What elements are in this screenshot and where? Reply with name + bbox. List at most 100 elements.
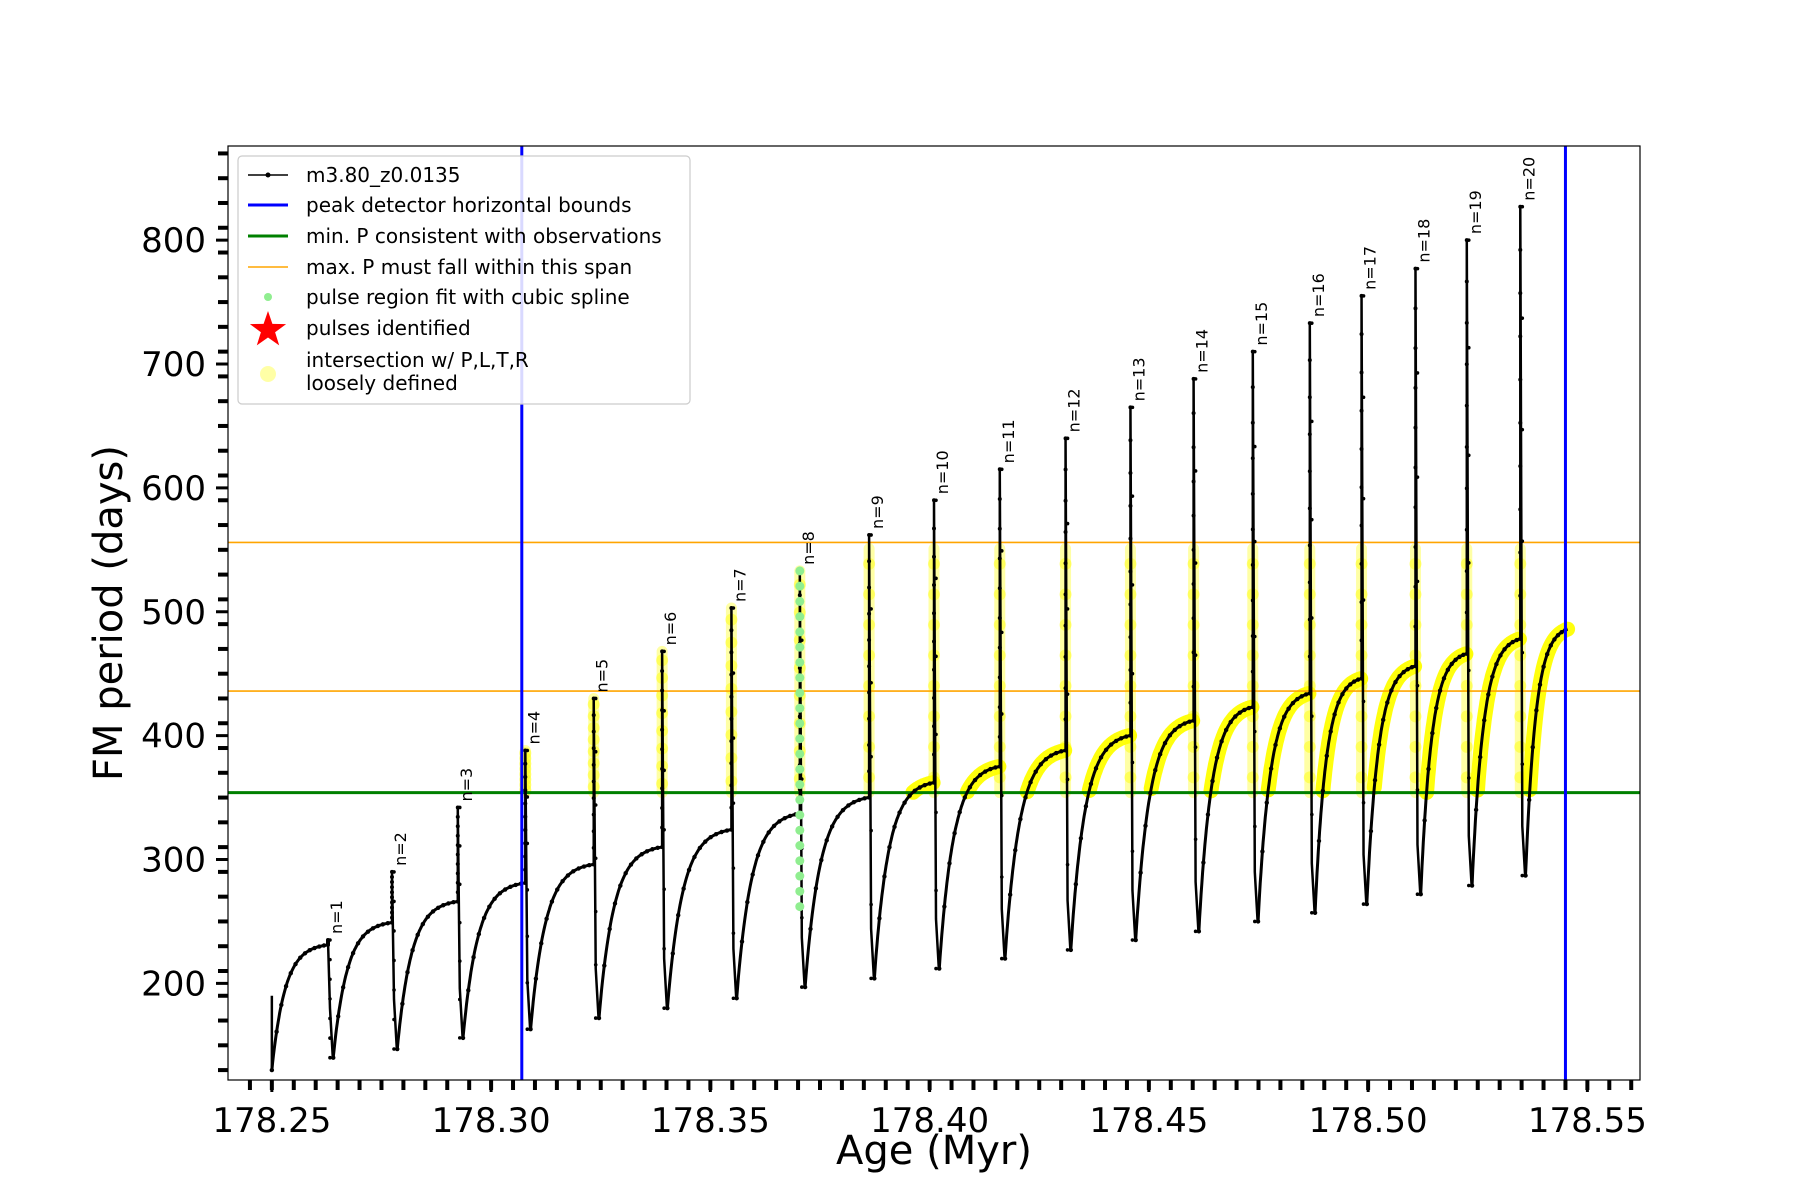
x-tick-label-6: 178.55 [1528, 1101, 1647, 1141]
pulse-point-5-3 [591, 812, 596, 817]
pulse-point-14-3 [1191, 616, 1196, 621]
track-point-6-42 [703, 839, 708, 844]
track-point-20-6 [1526, 797, 1532, 803]
pulse-drop-point-15-1 [1252, 824, 1257, 829]
pulse-point-9-5 [867, 664, 872, 669]
pulse-label-13: n=13 [1129, 357, 1148, 401]
track-point-10-60 [988, 766, 993, 772]
track-point-15-6 [1260, 849, 1265, 854]
intersection-dot-19-2 [1460, 710, 1473, 723]
track-point-3-30 [487, 904, 492, 909]
track-point-12-12 [1078, 836, 1084, 841]
pulse-drop-point-14-4 [1193, 561, 1198, 565]
pulse-drop-point-1-0 [328, 1055, 332, 1060]
pulse-point-14-8 [1191, 445, 1196, 450]
pulse-drop-point-10-6 [934, 498, 938, 503]
track-point-8-30 [829, 824, 835, 829]
pulse-drop-point-2-5 [392, 899, 396, 904]
track-point-6-12 [676, 913, 681, 918]
track-point-10-48 [977, 772, 983, 778]
track-point-7-54 [782, 816, 787, 821]
spline-point-8 [795, 780, 805, 790]
spline-point-16 [795, 657, 805, 667]
pulse-point-2-7 [390, 885, 395, 890]
track-point-11-24 [1023, 795, 1028, 800]
pulse-point-4-9 [523, 761, 528, 766]
spline-point-17 [795, 642, 805, 652]
pulse-drop-point-11-1 [999, 875, 1004, 879]
track-point-4-66 [587, 862, 592, 868]
pulse-drop-point-10-2 [934, 810, 938, 815]
track-point-17-36 [1389, 688, 1394, 693]
pulse-point-4-6 [523, 801, 528, 806]
pulse-point-12-9 [1063, 467, 1068, 472]
pulse-label-5: n=5 [593, 659, 612, 693]
pulse-drop-point-14-3 [1193, 653, 1198, 657]
pulse-label-9: n=9 [868, 495, 887, 529]
track-point-12-48 [1108, 742, 1114, 747]
track-point-18-54 [1453, 657, 1458, 662]
pulse-point-19-5 [1464, 445, 1469, 450]
track-point-9-18 [887, 845, 892, 850]
pulse-point-12-5 [1063, 592, 1068, 597]
pulse-label-19: n=19 [1466, 190, 1485, 234]
spline-point-10 [795, 749, 805, 759]
pulse-point-16-6 [1307, 469, 1312, 474]
track-point-2-18 [410, 948, 415, 953]
intersection-dot-15-0 [1246, 771, 1259, 784]
legend-label-2: peak detector horizontal bounds [306, 193, 632, 217]
pulse-point-10-5 [932, 639, 936, 644]
pulse-drop-point-18-0 [1415, 892, 1420, 896]
spline-point-18 [795, 627, 805, 637]
pulse-drop-point-19-6 [1466, 238, 1471, 242]
track-point-2-60 [446, 901, 451, 906]
track-point-10-66 [993, 765, 998, 770]
pulse-label-20: n=20 [1519, 157, 1538, 201]
pulse-drop-point-16-1 [1310, 812, 1314, 817]
pulse-point-12-0 [1063, 748, 1068, 753]
track-point-12-24 [1088, 781, 1094, 787]
pulse-point-13-8 [1128, 471, 1133, 476]
pulse-point-17-4 [1359, 523, 1364, 528]
y-tick-label-6: 800 [141, 221, 206, 261]
pulse-point-19-1 [1464, 610, 1469, 615]
x-axis-label: Age (Myr) [836, 1128, 1032, 1174]
pulse-point-17-7 [1359, 408, 1364, 413]
track-point-8-18 [819, 857, 824, 863]
pulse-point-3-5 [455, 852, 460, 857]
pulse-point-13-7 [1128, 503, 1133, 508]
track-segment-2 [395, 900, 458, 1050]
track-point-11-60 [1053, 750, 1059, 756]
pulse-drop-point-9-3 [869, 754, 873, 759]
axes: 178.25 178.30 178.35 178.40 178.45 178.50 178.… [86, 151, 1647, 1174]
track-point-15-24 [1273, 742, 1278, 748]
pulse-drop-point-19-3 [1466, 561, 1471, 565]
pulse-point-12-6 [1063, 561, 1068, 566]
pulse-drop-point-7-4 [731, 736, 736, 740]
track-point-8-60 [857, 797, 862, 803]
track-point-2-30 [420, 921, 426, 927]
track-point-8-24 [824, 838, 829, 843]
pulse-drop-point-1-2 [328, 1016, 332, 1021]
track-point-7-60 [787, 813, 793, 819]
y-tick-label-3: 500 [141, 593, 206, 633]
track-point-7-36 [766, 830, 771, 835]
pulse-drop-point-5-2 [593, 909, 598, 914]
pulse-drop-point-9-1 [869, 902, 873, 907]
spline-point-19 [795, 612, 805, 622]
track-point-14-12 [1205, 812, 1211, 817]
pulse-point-20-5 [1518, 420, 1523, 425]
x-tick-label-1: 178.30 [432, 1101, 551, 1141]
pulse-point-4-5 [523, 814, 528, 819]
track-point-2-42 [430, 909, 436, 914]
pulse-label-14: n=14 [1193, 329, 1212, 373]
pulse-drop-point-18-4 [1415, 475, 1420, 479]
track-point-15-18 [1268, 766, 1274, 771]
intersection-dot-18-2 [1409, 710, 1422, 723]
pulse-point-9-6 [867, 638, 872, 643]
intersection-dot-20-3 [1514, 679, 1527, 692]
pulse-drop-point-5-3 [593, 856, 598, 861]
track-point-14-36 [1223, 727, 1229, 733]
track-point-14-60 [1242, 707, 1247, 713]
